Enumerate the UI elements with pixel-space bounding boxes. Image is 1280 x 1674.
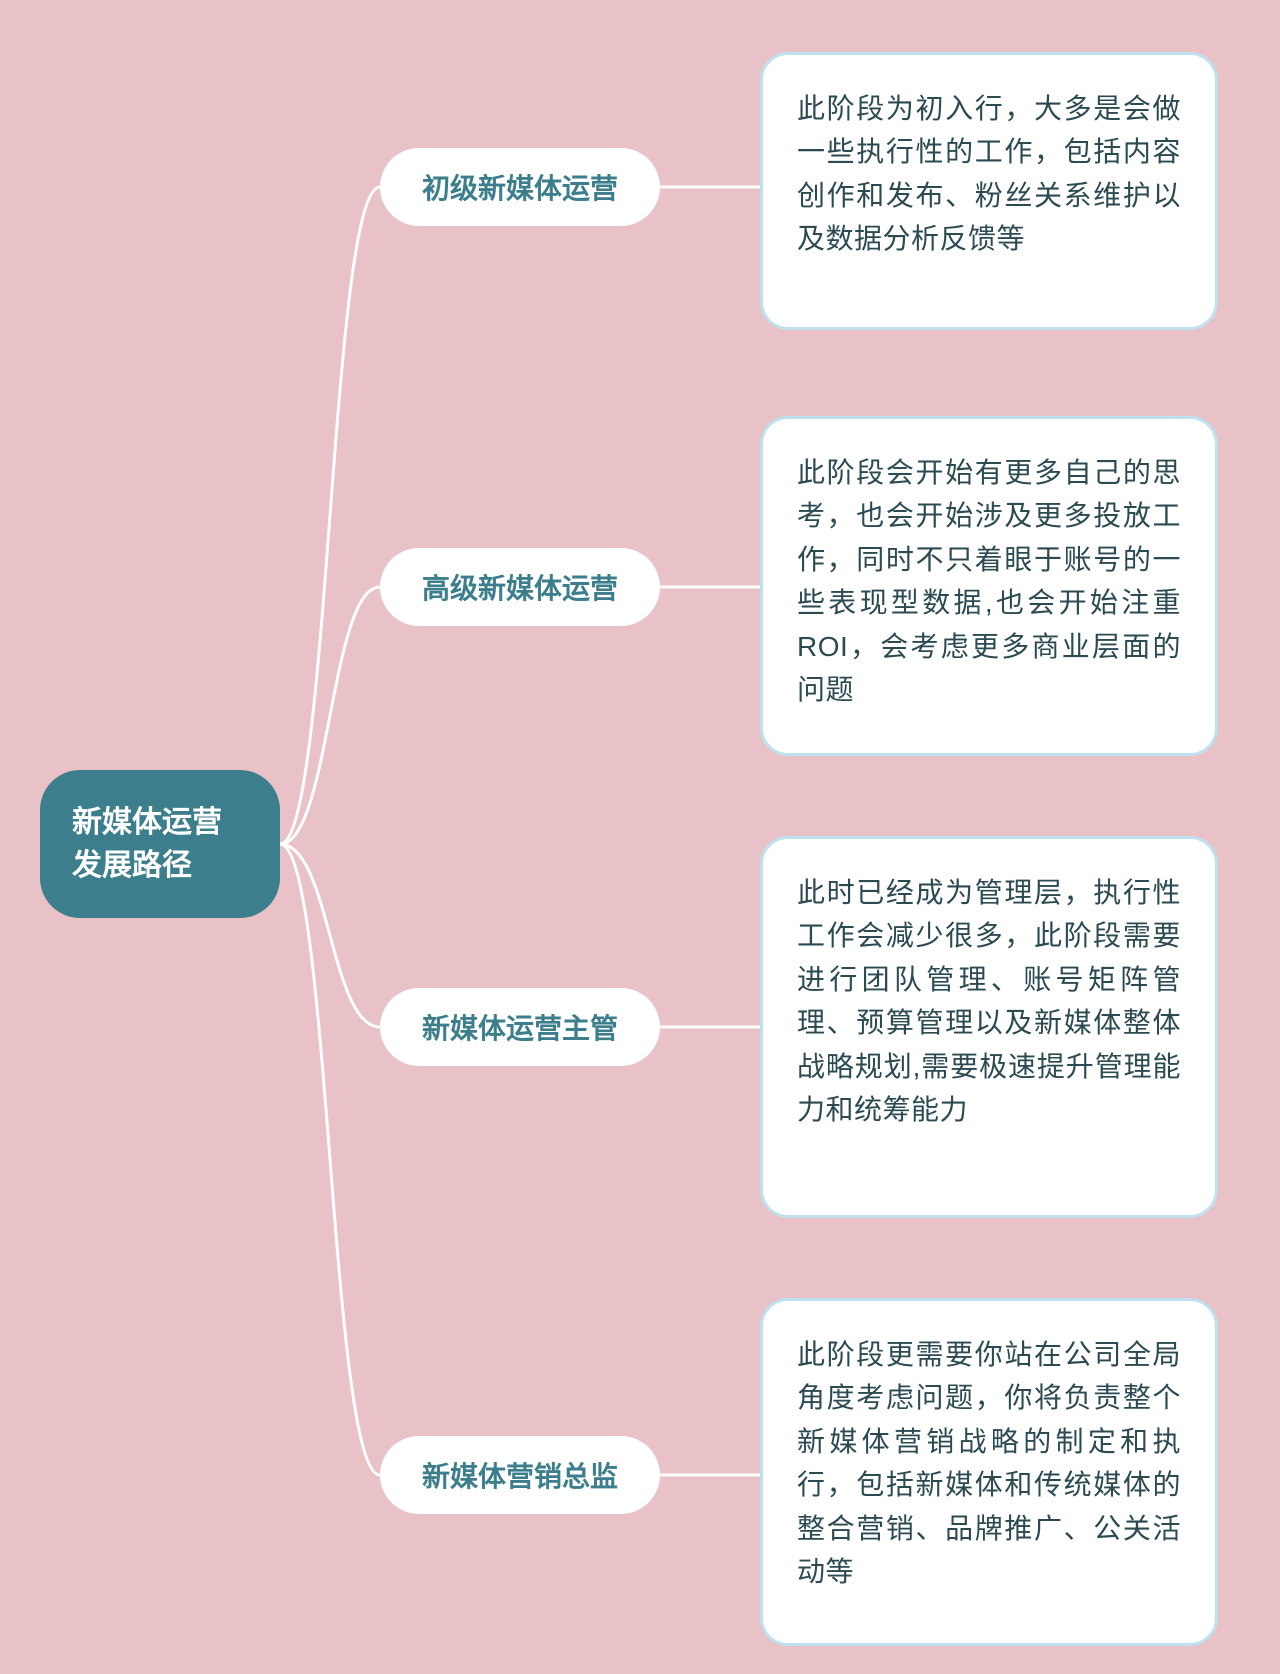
level-node-0: 初级新媒体运营: [380, 148, 660, 226]
mindmap-canvas: 新媒体运营 发展路径 初级新媒体运营 此阶段为初入行，大多是会做一些执行性的工作，包…: [0, 0, 1280, 1674]
desc-node-2: 此时已经成为管理层，执行性工作会减少很多，此阶段需要进行团队管理、账号矩阵管理、…: [760, 836, 1218, 1218]
level-label: 高级新媒体运营: [422, 567, 618, 607]
root-node: 新媒体运营 发展路径: [40, 770, 280, 918]
desc-text: 此阶段会开始有更多自己的思考，也会开始涉及更多投放工作，同时不只着眼于账号的一些…: [797, 457, 1181, 705]
root-label: 新媒体运营 发展路径: [72, 801, 222, 888]
desc-text: 此阶段更需要你站在公司全局角度考虑问题，你将负责整个新媒体营销战略的制定和执行，…: [797, 1339, 1181, 1587]
level-node-3: 新媒体营销总监: [380, 1436, 660, 1514]
desc-text: 此阶段为初入行，大多是会做一些执行性的工作，包括内容创作和发布、粉丝关系维护以及…: [797, 93, 1181, 254]
level-node-1: 高级新媒体运营: [380, 548, 660, 626]
level-label: 新媒体营销总监: [422, 1455, 618, 1495]
desc-node-0: 此阶段为初入行，大多是会做一些执行性的工作，包括内容创作和发布、粉丝关系维护以及…: [760, 52, 1218, 330]
desc-node-3: 此阶段更需要你站在公司全局角度考虑问题，你将负责整个新媒体营销战略的制定和执行，…: [760, 1298, 1218, 1646]
level-label: 新媒体运营主管: [422, 1007, 618, 1047]
desc-text: 此时已经成为管理层，执行性工作会减少很多，此阶段需要进行团队管理、账号矩阵管理、…: [797, 877, 1181, 1125]
level-node-2: 新媒体运营主管: [380, 988, 660, 1066]
level-label: 初级新媒体运营: [422, 167, 618, 207]
desc-node-1: 此阶段会开始有更多自己的思考，也会开始涉及更多投放工作，同时不只着眼于账号的一些…: [760, 416, 1218, 756]
